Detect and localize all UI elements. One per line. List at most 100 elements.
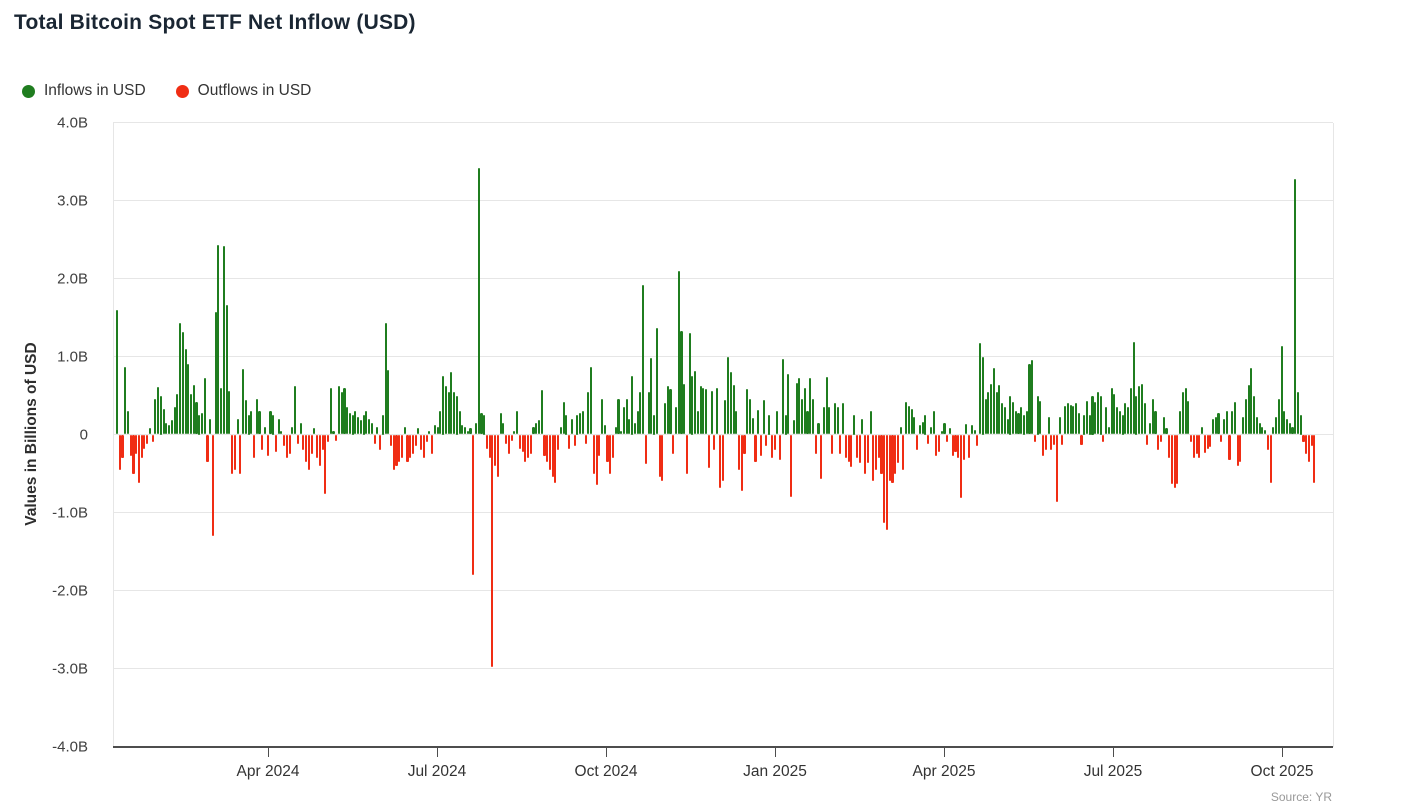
inflow-bar[interactable] [439,411,442,435]
inflow-bar[interactable] [1129,387,1132,435]
inflow-bar[interactable] [228,390,231,435]
inflow-bar[interactable] [1264,429,1267,435]
inflow-bar[interactable] [222,245,225,435]
outflow-bar[interactable] [938,434,941,452]
inflow-bar[interactable] [428,430,431,435]
inflow-bar[interactable] [1154,411,1157,435]
inflow-bar[interactable] [913,417,916,435]
outflow-bar[interactable] [609,434,612,474]
inflow-bar[interactable] [1118,411,1121,435]
outflow-bar[interactable] [644,434,647,465]
inflow-bar[interactable] [1135,395,1138,435]
outflow-bar[interactable] [743,434,746,454]
outflow-bar[interactable] [1146,434,1149,445]
inflow-bar[interactable] [387,369,390,435]
inflow-bar[interactable] [1003,407,1006,435]
inflow-bar[interactable] [170,420,173,435]
outflow-bar[interactable] [548,434,551,470]
inflow-bar[interactable] [853,415,856,435]
inflow-bar[interactable] [313,428,316,435]
inflow-bar[interactable] [833,403,836,435]
inflow-bar[interactable] [242,368,245,435]
inflow-bar[interactable] [200,412,204,435]
inflow-bar[interactable] [1242,416,1245,435]
outflow-bar[interactable] [1302,434,1305,443]
inflow-bar[interactable] [277,418,280,435]
inflow-bar[interactable] [705,389,708,435]
inflow-bar[interactable] [1113,393,1116,435]
outflow-bar[interactable] [885,434,889,530]
outflow-bar[interactable] [1170,434,1173,485]
inflow-bar[interactable] [1272,426,1275,435]
inflow-bar[interactable] [1225,411,1228,435]
outflow-bar[interactable] [916,434,919,451]
inflow-bar[interactable] [921,422,924,435]
inflow-bar[interactable] [1011,401,1015,435]
outflow-bar[interactable] [1305,434,1308,454]
outflow-bar[interactable] [839,434,842,454]
inflow-bar[interactable] [924,415,927,435]
outflow-bar[interactable] [557,434,560,451]
outflow-bar[interactable] [611,434,615,458]
inflow-bar[interactable] [973,429,976,435]
outflow-bar[interactable] [392,434,395,470]
inflow-bar[interactable] [354,411,357,435]
outflow-bar[interactable] [1044,434,1047,451]
inflow-bar[interactable] [987,391,990,435]
outflow-bar[interactable] [685,434,688,474]
inflow-bar[interactable] [384,322,387,435]
inflow-bar[interactable] [984,399,987,435]
outflow-bar[interactable] [521,434,524,452]
outflow-bar[interactable] [598,434,601,457]
outflow-bar[interactable] [527,434,530,458]
inflow-bar[interactable] [176,393,179,435]
inflow-bar[interactable] [116,309,119,435]
inflow-bar[interactable] [1140,383,1143,435]
outflow-bar[interactable] [858,434,861,463]
outflow-bar[interactable] [305,434,308,462]
outflow-bar[interactable] [1192,434,1195,458]
inflow-bar[interactable] [189,393,193,435]
outflow-bar[interactable] [759,434,762,457]
outflow-bar[interactable] [546,434,549,462]
inflow-bar[interactable] [1096,391,1099,435]
inflow-bar[interactable] [466,430,469,435]
outflow-bar[interactable] [935,434,938,457]
inflow-bar[interactable] [1075,403,1078,435]
inflow-bar[interactable] [1294,178,1297,435]
outflow-bar[interactable] [962,434,965,461]
inflow-bar[interactable] [1299,415,1302,435]
inflow-bar[interactable] [1187,400,1190,435]
inflow-bar[interactable] [631,376,634,435]
inflow-bar[interactable] [198,415,201,435]
inflow-bar[interactable] [617,399,620,435]
outflow-bar[interactable] [790,434,793,497]
inflow-bar[interactable] [450,372,453,435]
inflow-bar[interactable] [280,430,283,435]
inflow-bar[interactable] [453,391,456,435]
inflow-bar[interactable] [217,244,220,435]
inflow-bar[interactable] [1110,387,1113,435]
outflow-bar[interactable] [496,434,499,478]
inflow-bar[interactable] [981,356,984,435]
outflow-bar[interactable] [425,434,428,443]
inflow-bar[interactable] [836,407,839,435]
outflow-bar[interactable] [409,434,412,458]
outflow-bar[interactable] [422,434,425,458]
outflow-bar[interactable] [288,434,291,454]
outflow-bar[interactable] [1190,434,1193,443]
outflow-bar[interactable] [850,434,853,468]
inflow-bar[interactable] [263,426,267,435]
inflow-bar[interactable] [1091,395,1094,435]
outflow-bar[interactable] [1203,434,1206,454]
inflow-bar[interactable] [990,383,993,435]
inflow-bar[interactable] [628,418,631,435]
outflow-bar[interactable] [274,434,277,452]
inflow-bar[interactable] [653,415,656,435]
inflow-bar[interactable] [1099,395,1102,435]
inflow-bar[interactable] [748,399,752,435]
outflow-bar[interactable] [864,434,867,474]
outflow-bar[interactable] [318,434,321,466]
inflow-bar[interactable] [907,405,910,435]
outflow-bar[interactable] [420,434,423,451]
